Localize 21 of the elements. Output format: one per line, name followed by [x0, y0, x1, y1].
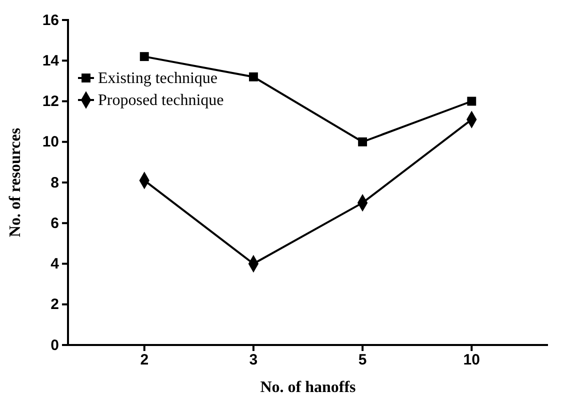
y-tick-label: 6 — [50, 214, 59, 232]
point — [467, 96, 476, 106]
x-tick-label: 10 — [463, 352, 480, 369]
legend-label: Proposed technique — [98, 92, 224, 109]
y-axis-title: No. of resources — [7, 128, 24, 238]
y-tick-label: 2 — [50, 296, 59, 314]
point — [248, 72, 258, 82]
y-tick-label: 0 — [50, 336, 59, 354]
y-tick-label: 16 — [42, 12, 59, 29]
y-tick-label: 10 — [42, 134, 59, 151]
y-tick-label: 14 — [42, 52, 60, 70]
x-tick-label: 3 — [249, 352, 258, 369]
y-tick-label: 4 — [50, 256, 60, 273]
x-tick-label: 5 — [358, 352, 367, 369]
y-tick-label: 8 — [50, 174, 59, 192]
x-axis-title: No. of hanoffs — [260, 379, 356, 396]
point — [140, 52, 149, 62]
point — [358, 137, 368, 146]
y-tick-label: 12 — [42, 93, 59, 110]
legend-label: Existing technique — [98, 70, 218, 87]
x-tick-label: 2 — [140, 352, 149, 369]
